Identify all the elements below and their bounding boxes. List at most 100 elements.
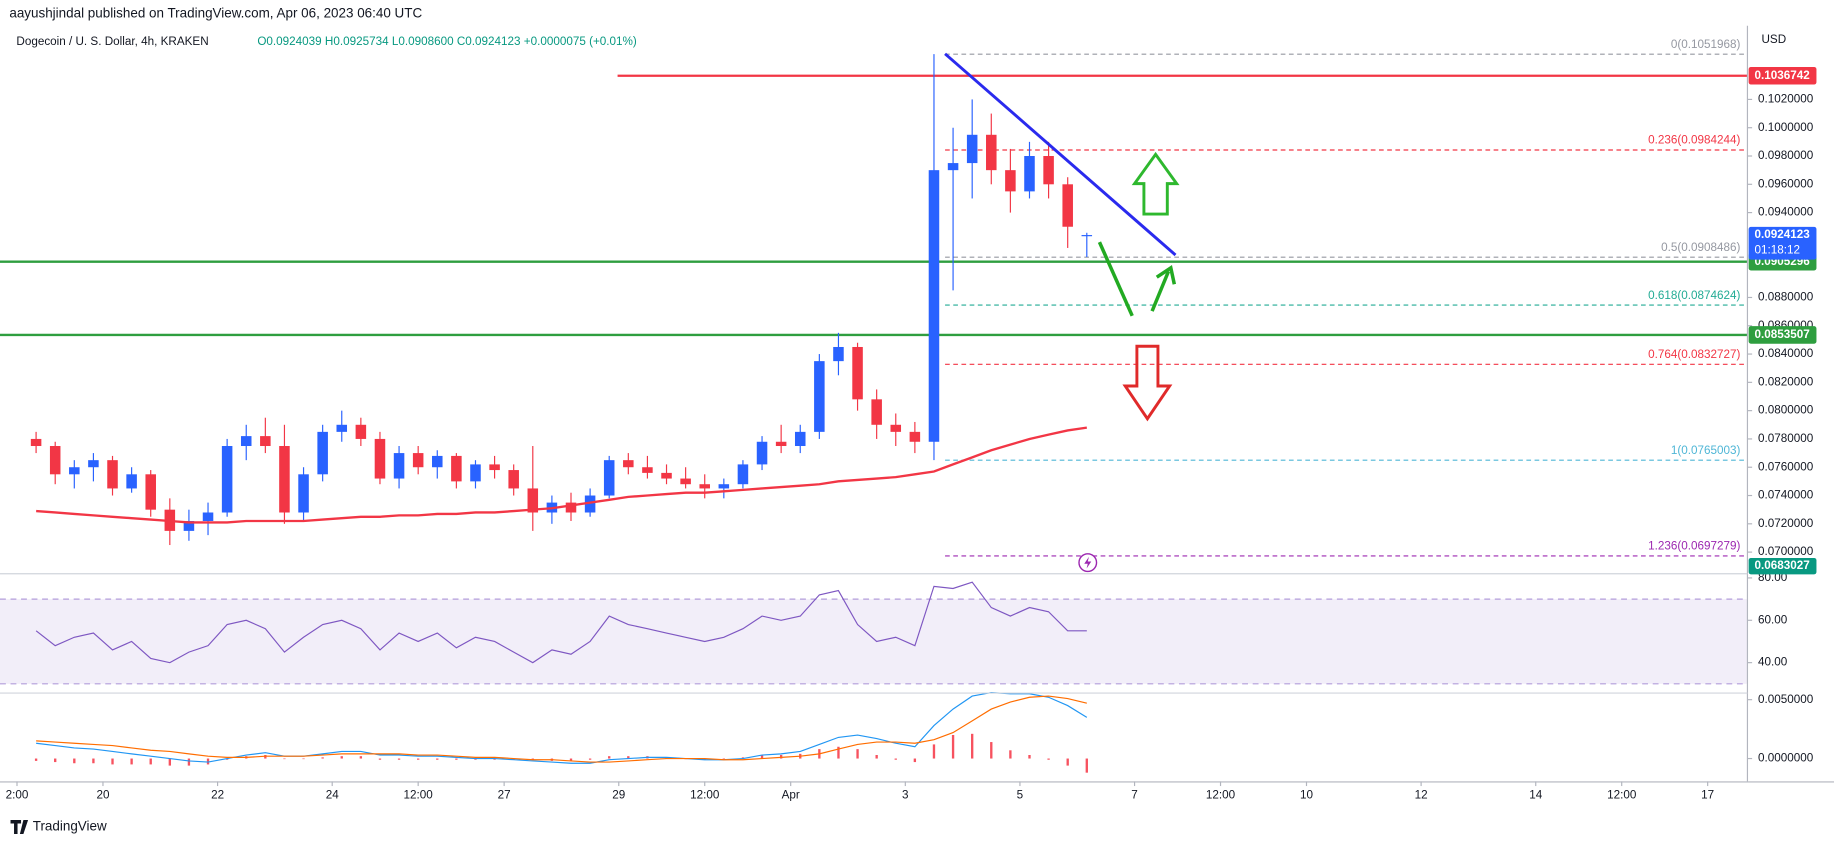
event-icon-bolt — [1084, 556, 1092, 569]
macd-histogram-bar — [875, 755, 878, 759]
fib-label: 0.618(0.0874624) — [1648, 289, 1740, 302]
x-tick-label: 7 — [1131, 788, 1138, 801]
y-tick-label: 0.0880000 — [1758, 291, 1814, 304]
macd-histogram-bar — [1009, 750, 1012, 759]
level-tag-label: 0.0853507 — [1754, 328, 1809, 341]
candle-body — [947, 163, 959, 171]
candle-body — [202, 512, 214, 521]
candle-body — [1043, 156, 1054, 185]
macd-histogram-bar — [378, 758, 382, 760]
candle-body — [470, 464, 481, 482]
candle-body — [871, 399, 882, 425]
x-tick-label: 10 — [1300, 788, 1313, 801]
macd-histogram-bar — [588, 758, 592, 760]
candle-body — [909, 431, 921, 442]
ohlc-values: O0.0924039 H0.0925734 L0.0908600 C0.0924… — [257, 35, 637, 48]
candle-body — [412, 453, 424, 468]
candle-body — [833, 346, 844, 362]
candle-body — [240, 436, 252, 447]
candle-body — [642, 467, 653, 473]
candle-body — [432, 455, 443, 468]
macd-histogram-bar — [187, 758, 191, 766]
front-layer: 2:00 20 22 24 12:00 27 29 12:00 Apr 3 5 7 12:00 10 12 1… — [6, 66, 1817, 801]
candle-body — [393, 453, 405, 479]
candle-body — [183, 520, 195, 531]
countdown-label: 01:18:12 — [1754, 243, 1799, 256]
candle-body — [1024, 156, 1035, 192]
macd-histogram-bar — [741, 757, 745, 759]
y-tick-label: 0.0720000 — [1758, 517, 1814, 530]
y-tick-label: 0.0940000 — [1758, 206, 1814, 219]
candle-body — [565, 502, 577, 513]
macd-histogram-bar — [608, 756, 611, 759]
macd-histogram-bar — [856, 749, 859, 759]
candle-body — [355, 424, 367, 439]
macd-histogram-bar — [894, 758, 897, 760]
y-tick-label: 0.0740000 — [1758, 489, 1814, 502]
candle-body — [221, 446, 233, 513]
logo — [10, 819, 29, 835]
macd-histogram-bar — [417, 758, 420, 760]
candle-body — [928, 170, 940, 442]
y-tick-label: 0.1000000 — [1758, 121, 1814, 134]
main-layer — [30, 54, 1093, 773]
x-tick-label: 12:00 — [1206, 788, 1236, 801]
macd-histogram-bar — [760, 755, 764, 759]
y-tick-label: 0.0800000 — [1758, 404, 1814, 417]
x-tick-label: 12:00 — [1607, 788, 1637, 801]
macd-histogram-bar — [34, 758, 38, 761]
path-line — [1097, 241, 1134, 317]
x-tick-label: 2:00 — [6, 788, 29, 801]
y-tick-label: 0.0050000 — [1758, 693, 1814, 706]
candle-body — [451, 455, 462, 482]
y-tick-label: 40.00 — [1758, 656, 1788, 669]
ema-line — [36, 426, 1088, 524]
macd-histogram-bar — [779, 755, 783, 759]
macd-line — [36, 691, 1088, 764]
candle-body — [814, 361, 825, 432]
macd-histogram-bar — [1085, 758, 1088, 773]
low-tag — [1748, 557, 1817, 575]
x-tick-label: 22 — [211, 788, 224, 801]
y-tick-label: 0.0820000 — [1758, 375, 1814, 388]
x-tick-label: 12 — [1415, 788, 1428, 801]
candle-body — [126, 474, 137, 489]
level-tag-label: 0.1036742 — [1754, 69, 1810, 82]
candle-body — [374, 438, 386, 479]
low-tag-label: 0.0683027 — [1754, 559, 1809, 572]
candle-body — [680, 478, 691, 485]
x-tick-label: 3 — [902, 788, 909, 801]
path-arrowhead — [1155, 264, 1177, 285]
y-tick-label: 0.0700000 — [1758, 545, 1814, 558]
candle-body — [508, 470, 519, 489]
x-tick-label: 12:00 — [690, 788, 720, 801]
macd-histogram-bar — [932, 744, 936, 759]
macd-histogram-bar — [92, 758, 95, 764]
candle-body — [1062, 184, 1073, 227]
candle-body — [317, 431, 328, 475]
candle-body — [699, 484, 710, 489]
macd-signal-line — [36, 695, 1087, 763]
macd-histogram-bar — [837, 746, 840, 759]
macd-histogram-bar — [111, 758, 114, 765]
macd-histogram-bar — [951, 734, 955, 759]
x-tick-label: 17 — [1701, 788, 1714, 801]
y-tick-label: 0.0760000 — [1758, 460, 1814, 473]
back-layer: 0.1020000 0.1000000 0.0980000 0.0960000 0.09… — [0, 38, 1814, 787]
macd-histogram-bar — [397, 758, 401, 760]
candle-body — [49, 446, 61, 475]
x-tick-label: Apr — [782, 788, 800, 801]
candle-body — [986, 134, 997, 171]
fib-label: 1(0.0765003) — [1671, 444, 1741, 457]
rsi-line — [35, 581, 1087, 664]
macd-histogram-bar — [1028, 755, 1031, 759]
macd-histogram-bar — [321, 757, 324, 759]
macd-histogram-bar — [149, 758, 152, 765]
macd-histogram-bar — [283, 758, 286, 760]
fib-label: 0(0.1051968) — [1671, 38, 1741, 51]
candle-body — [852, 346, 863, 400]
macd-histogram-bar — [359, 756, 363, 759]
candle-body — [584, 495, 596, 513]
candle-body — [1081, 235, 1093, 237]
candle-body — [298, 474, 309, 513]
